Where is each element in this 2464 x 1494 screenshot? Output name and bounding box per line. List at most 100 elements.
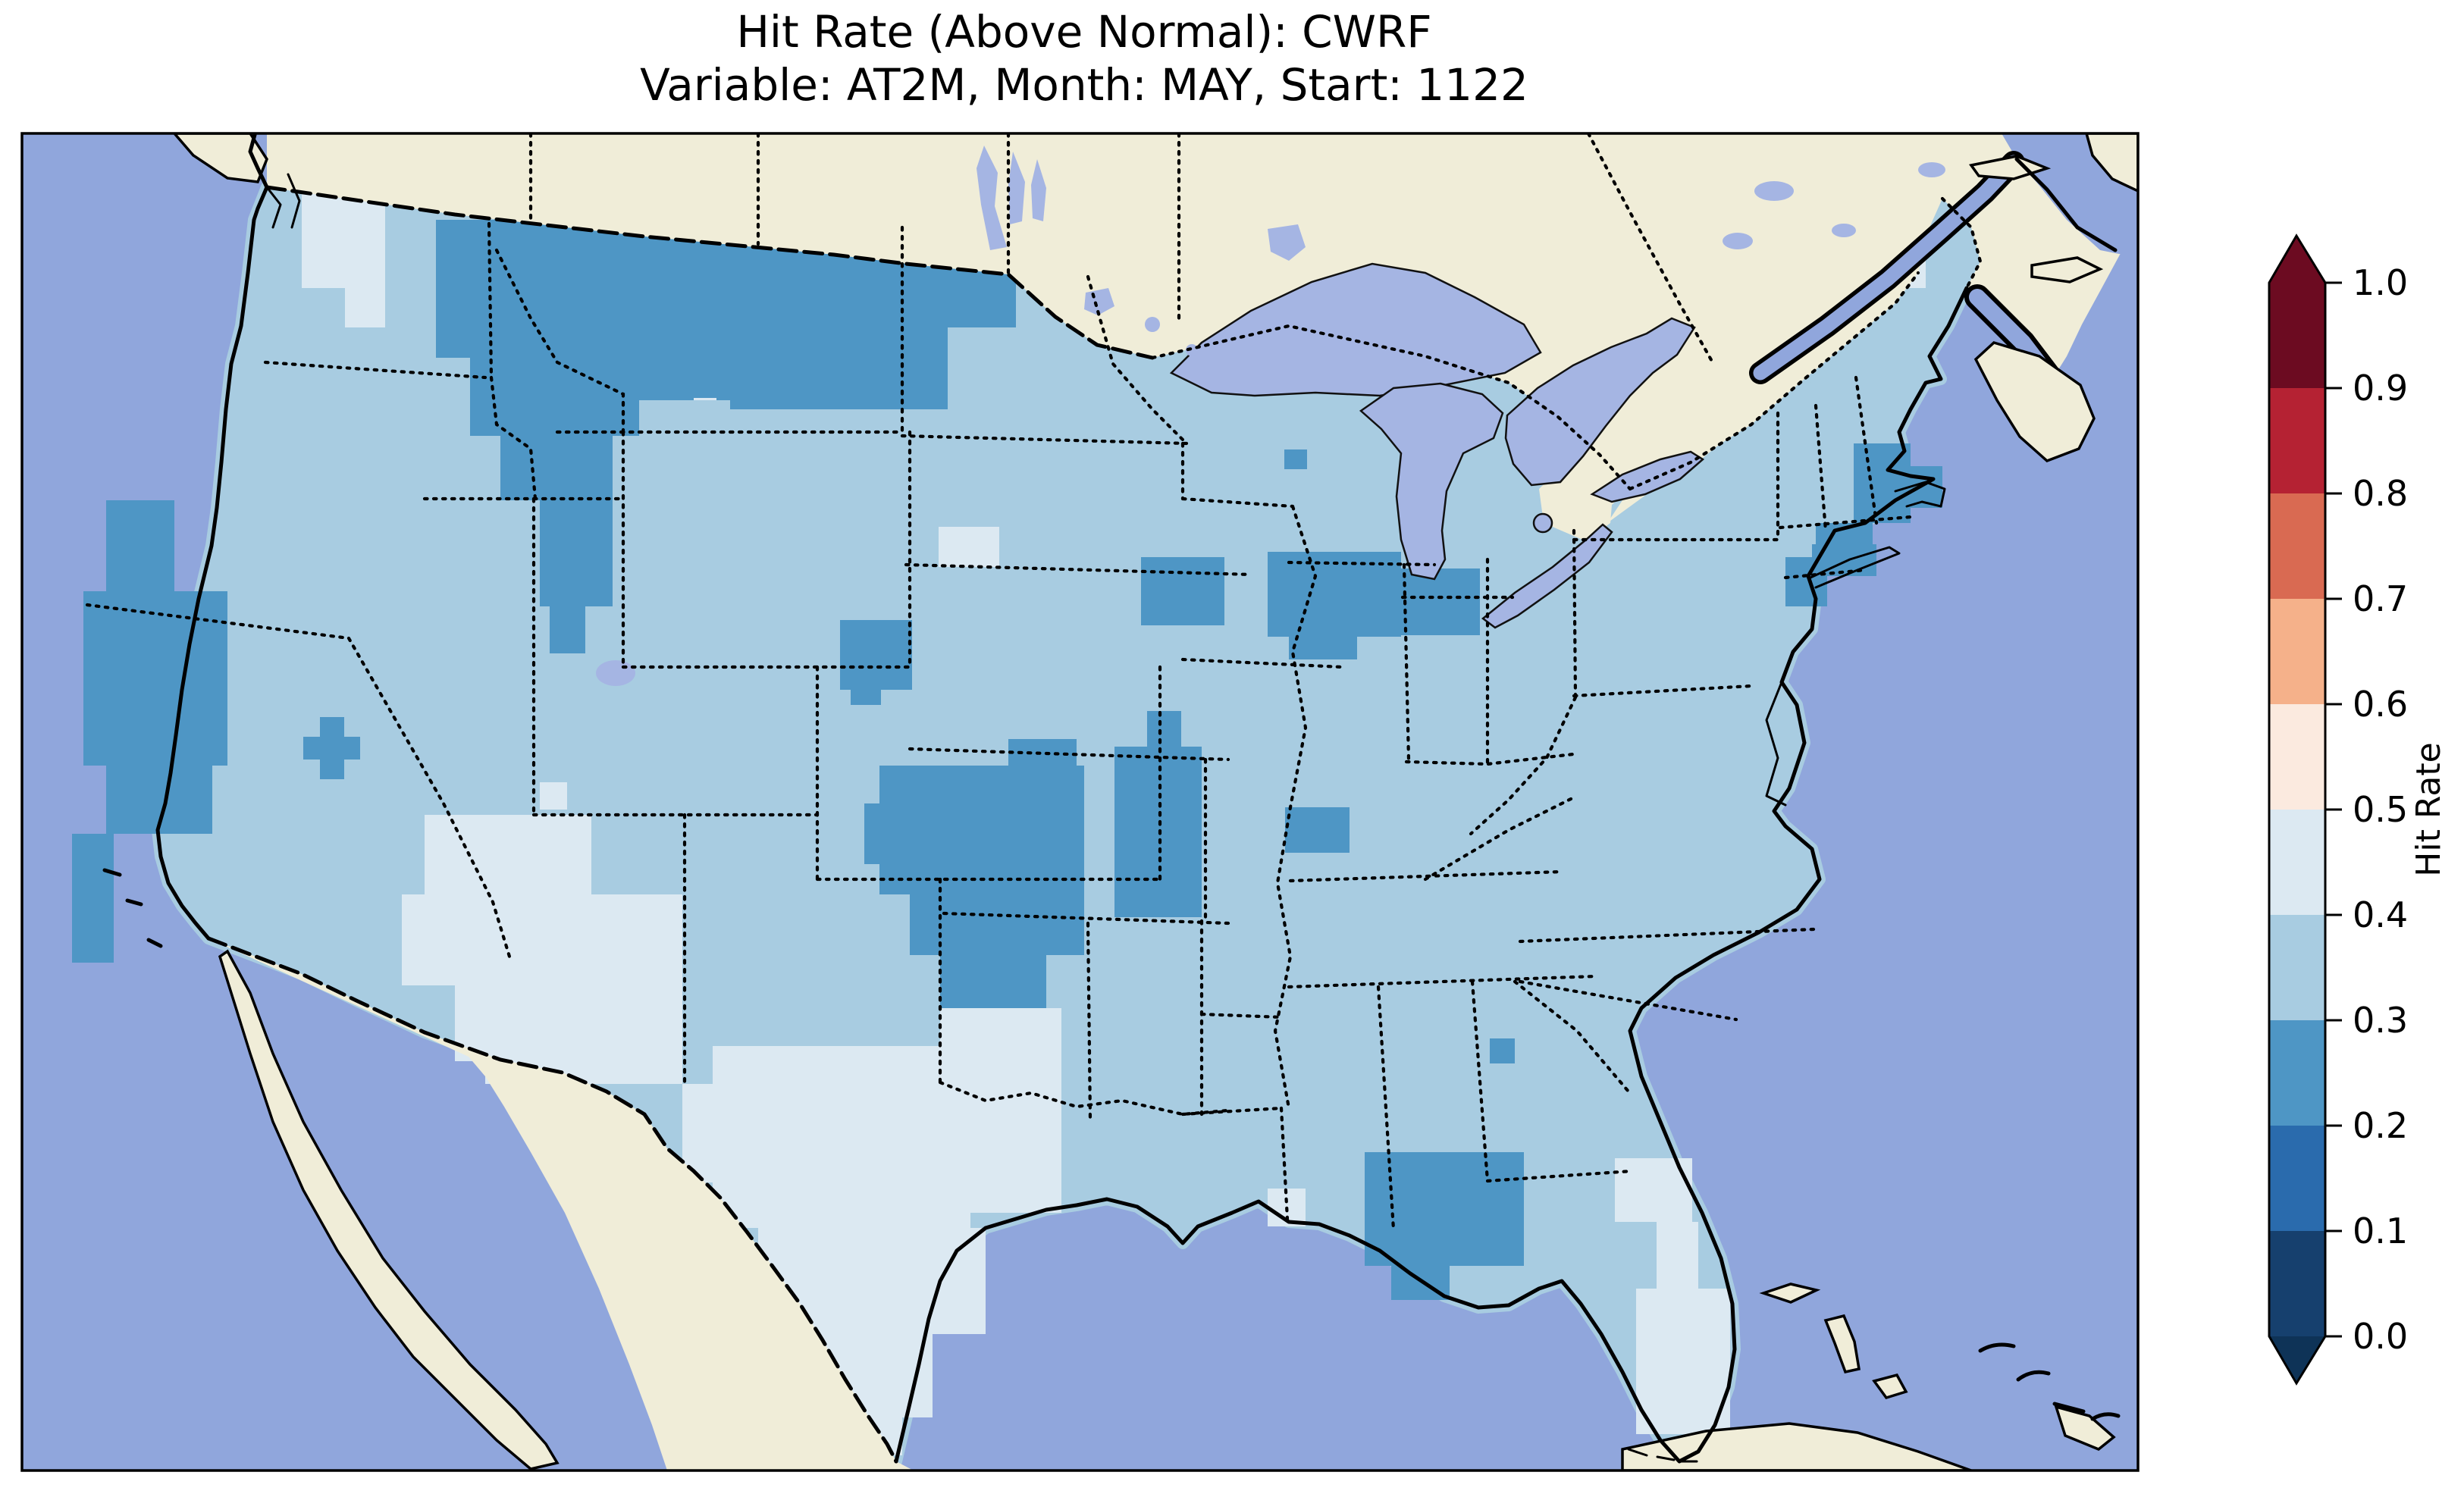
st-lawrence-river (1753, 155, 2021, 381)
hitrate-cell-0.2-0.3 (840, 620, 912, 690)
great-salt-lake (596, 660, 635, 686)
hitrate-cell-0.4-0.5 (1636, 1289, 1730, 1434)
colorbar-tick-label: 0.7 (2353, 578, 2408, 619)
colorbar-ticks: 1.0 0.9 0.8 0.7 0.6 0.5 0.4 0.3 0.2 0.1 0.0 (2325, 262, 2408, 1357)
bahamas-island-2 (1823, 1314, 1861, 1374)
pacific-coastline (155, 185, 269, 941)
hitrate-cell-0.2-0.3 (320, 717, 344, 779)
hitrate-cell-0.4-0.5 (713, 1046, 970, 1228)
vancouver-island (172, 133, 268, 183)
ontario-peninsula (1539, 334, 1744, 541)
colorbar-bin-0.6-0.7 (2269, 599, 2325, 704)
lake-winnipeg (977, 146, 1007, 250)
lake-huron (1504, 317, 1696, 487)
newfoundland-corner (2085, 133, 2138, 193)
hitrate-cell-0.2-0.3 (1490, 1038, 1515, 1063)
state-borders (85, 133, 1983, 1232)
hitrate-cell-0.2-0.3 (879, 766, 1084, 894)
lake-erie (1481, 523, 1613, 629)
hitrate-cell-0.2-0.3 (1114, 747, 1202, 917)
mexico-landmass (208, 938, 914, 1471)
colorbar-bin-0.4-0.5 (2269, 810, 2325, 915)
us-mexico-border (206, 936, 898, 1464)
hitrate-cell-0.2-0.3 (1141, 557, 1224, 625)
hitrate-cell-0.4-0.5 (940, 1008, 1061, 1076)
hitrate-cell-0.4-0.5 (1657, 1222, 1698, 1289)
hitrate-cell-0.2-0.3 (550, 606, 585, 653)
colorbar-bin-0.3-0.4 (2269, 915, 2325, 1020)
colorbar-bin-0.5-0.6 (2269, 704, 2325, 810)
hitrate-cell-0.2-0.3 (639, 358, 730, 400)
chesapeake-bay (1765, 681, 1787, 807)
colorbar-axis-label: Hit Rate (2409, 742, 2448, 876)
hitrate-cell-0.2-0.3 (1289, 637, 1357, 659)
colorbar-tick-label: 1.0 (2353, 262, 2408, 303)
hitrate-cell-0.2-0.3 (1147, 711, 1181, 747)
baja-peninsula (218, 949, 560, 1471)
hitrate-cell-0.2-0.3 (1268, 552, 1401, 637)
lake-st-clair (1532, 512, 1553, 534)
bahamas-island-3 (1872, 1373, 1908, 1400)
colorbar-tick-label: 0.0 (2353, 1316, 2408, 1357)
hitrate-cell-0.2-0.3 (1285, 807, 1350, 853)
caribbean-island (2054, 1405, 2116, 1452)
small-lakes (596, 146, 1945, 686)
figure-title-line1: Hit Rate (Above Normal): CWRF (736, 6, 1431, 58)
hitrate-cell-0.4-0.5 (402, 894, 682, 985)
colorbar: 1.0 0.9 0.8 0.7 0.6 0.5 0.4 0.3 0.2 0.1 0.0 Hit Ra… (2268, 233, 2448, 1386)
lake-nipigon (1268, 224, 1306, 261)
channel-islands (102, 868, 163, 948)
colorbar-tick-label: 0.9 (2353, 368, 2408, 409)
hitrate-cell-0.2-0.3 (1401, 568, 1480, 635)
nova-scotia (1973, 341, 2096, 463)
lake-michigan (1359, 382, 1504, 581)
hitrate-cell-0.4-0.5 (455, 985, 682, 1061)
quebec-lake-4 (1918, 162, 1945, 177)
colorbar-bin-0.9-1.0 (2269, 283, 2325, 388)
minnesota-lake-2 (1186, 344, 1198, 356)
colorbar-bin-0.0-0.1 (2269, 1231, 2325, 1336)
bahamas-island-1 (1759, 1283, 1821, 1304)
map-panel (22, 133, 2138, 1471)
hitrate-cell-0.2-0.3 (910, 894, 1084, 955)
caribbean-island-arcs (1978, 1342, 2121, 1421)
puget-sound (265, 173, 301, 229)
colorbar-tick-label: 0.8 (2353, 473, 2408, 514)
map-frame (20, 132, 2140, 1472)
colorbar-tick-label: 0.2 (2353, 1105, 2408, 1146)
colorbar-tick-label: 0.1 (2353, 1211, 2408, 1251)
colorbar-tick-label: 0.3 (2353, 1000, 2408, 1041)
hitrate-cell-0.2-0.3 (106, 500, 174, 591)
hitrate-cell-0.2-0.3 (72, 834, 114, 963)
lake-ontario (1590, 450, 1705, 503)
hitrate-cell-0.2-0.3 (851, 688, 881, 705)
hitrate-cell-0.2-0.3 (1284, 449, 1307, 469)
hitrate-cell-0.4-0.5 (540, 782, 567, 810)
quebec-lake-1 (1754, 181, 1794, 201)
hitrate-cell-0.2-0.3 (540, 500, 613, 606)
lake-manitoba (1031, 159, 1046, 221)
colorbar-bins (2269, 283, 2325, 1336)
colorbar-bin-0.7-0.8 (2269, 493, 2325, 599)
hitrate-cell-0.2-0.3 (940, 955, 1046, 1008)
long-island-outline (1809, 546, 1901, 589)
colorbar-under-arrow (2269, 1336, 2325, 1383)
colorbar-bin-0.8-0.9 (2269, 388, 2325, 493)
hitrate-cell-0.3-0.4 (639, 400, 730, 457)
colorbar-tick-label: 0.6 (2353, 684, 2408, 725)
colorbar-tick-label: 0.4 (2353, 894, 2408, 935)
colorbar-bin-0.1-0.2 (2269, 1126, 2325, 1231)
figure-title-line2: Variable: AT2M, Month: MAY, Start: 1122 (640, 59, 1528, 111)
hitrate-cell-0.2-0.3 (730, 358, 948, 409)
quebec-lake-2 (1723, 233, 1753, 249)
bc-coast (248, 133, 269, 189)
hitrate-cell-0.4-0.5 (425, 815, 591, 894)
colorbar-bin-0.2-0.3 (2269, 1020, 2325, 1126)
us-canada-border (265, 185, 1155, 360)
hitrate-cell-0.4-0.5 (345, 288, 385, 327)
hitrate-cell-0.2-0.3 (83, 591, 227, 766)
hitrate-cell-0.2-0.3 (864, 803, 879, 864)
gulf-atlantic-coastline (894, 286, 1969, 1464)
colorbar-tick-label: 0.5 (2353, 789, 2408, 830)
